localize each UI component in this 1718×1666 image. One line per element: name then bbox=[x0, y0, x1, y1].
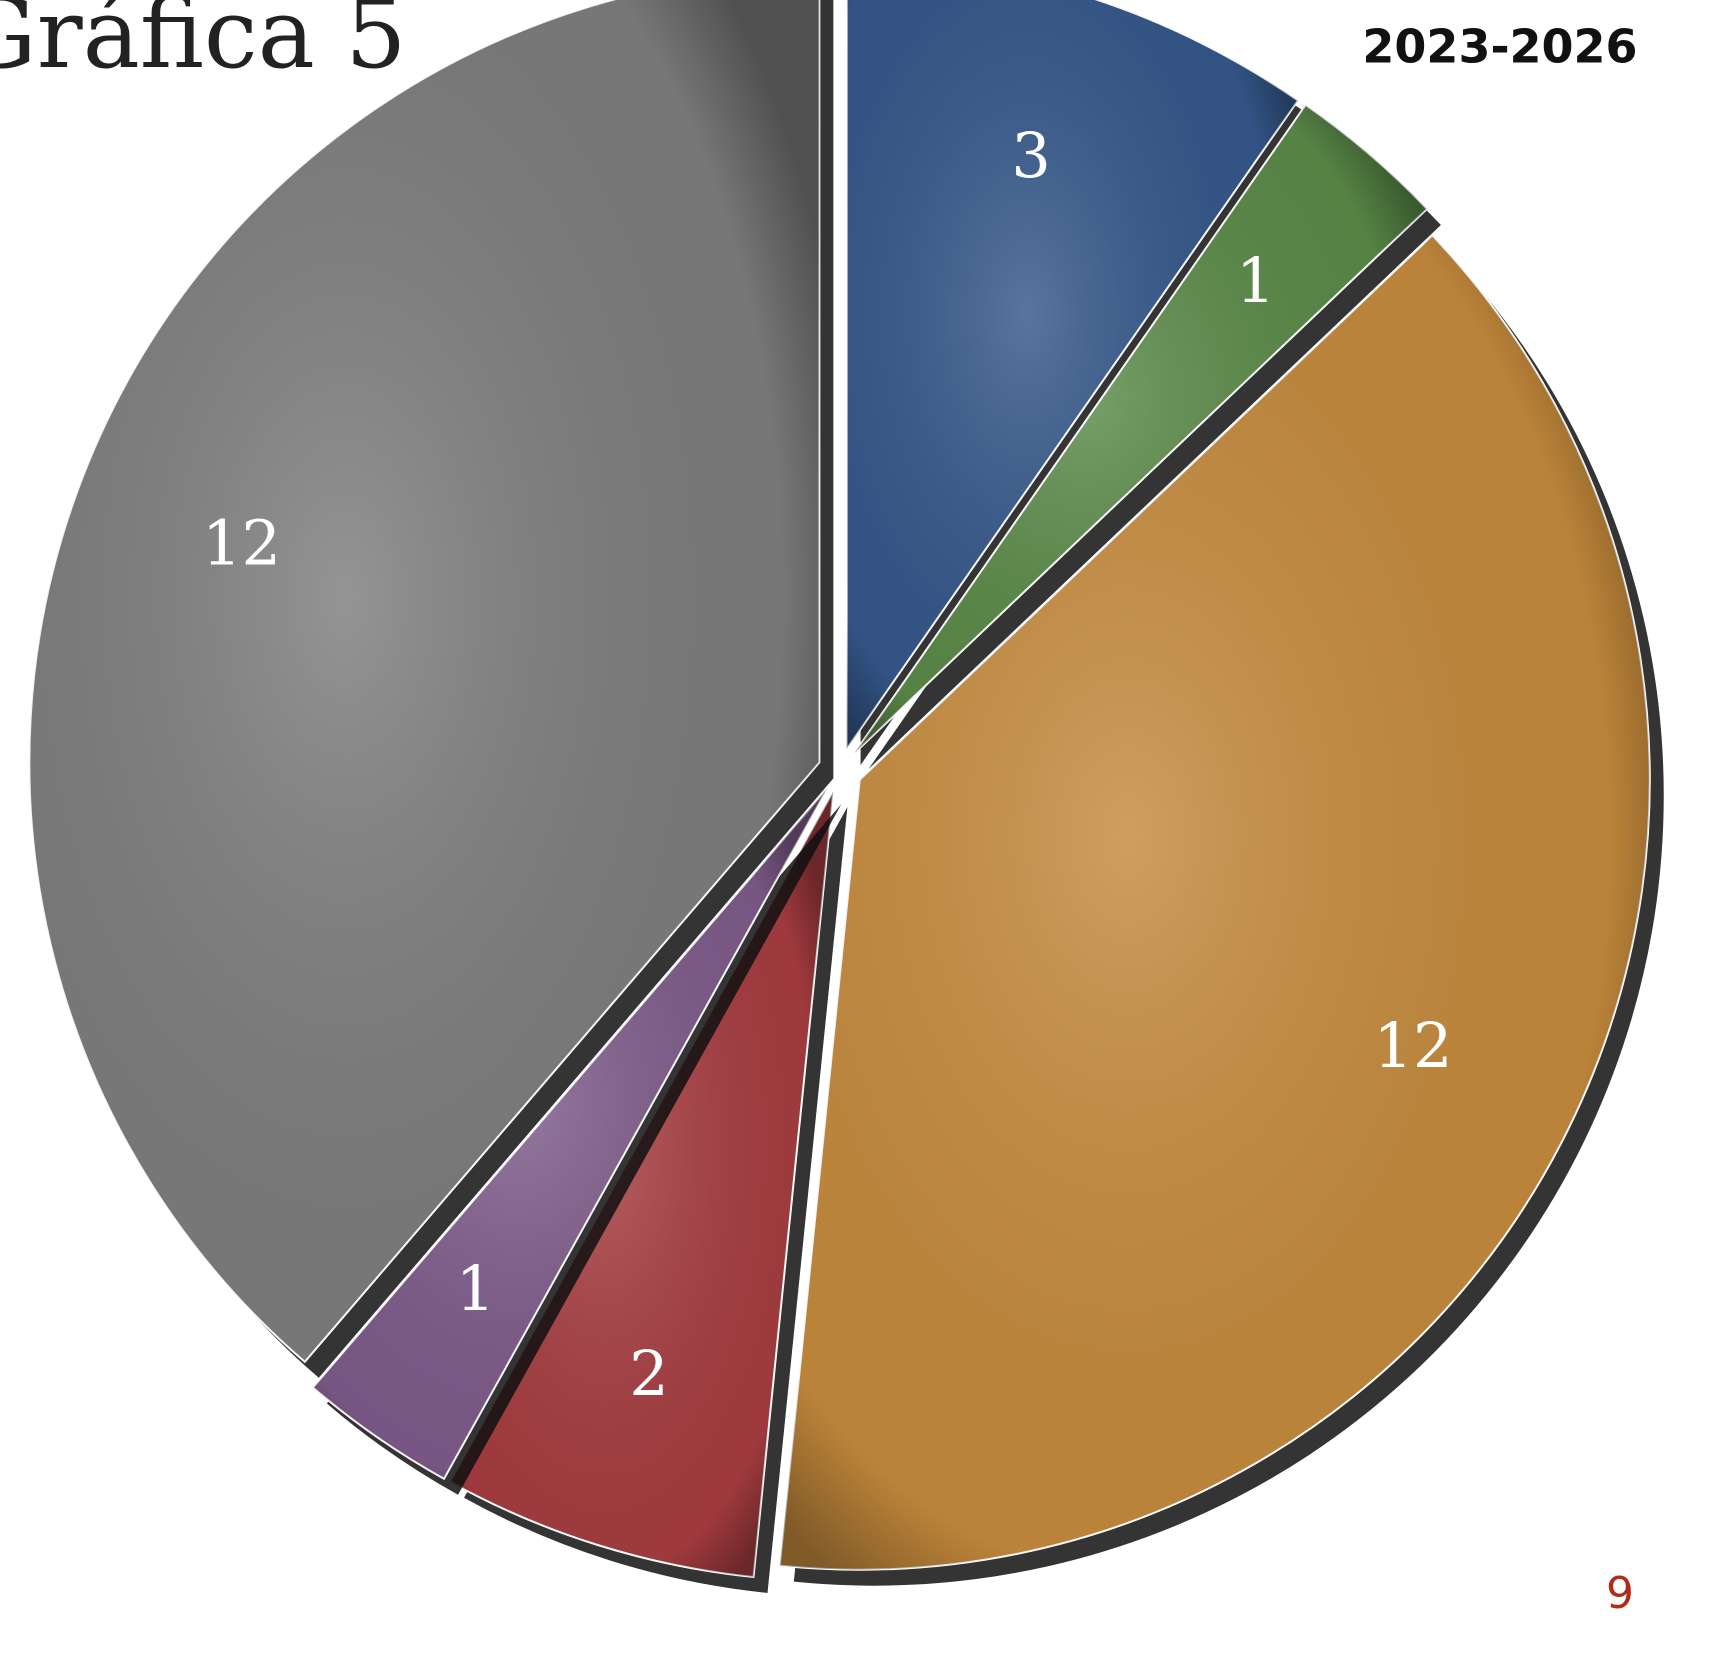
value-label: 12 bbox=[202, 506, 281, 579]
slice-shade bbox=[846, 0, 1298, 750]
value-label: 2 bbox=[629, 1337, 668, 1410]
value-label: 1 bbox=[456, 1252, 495, 1325]
value-label: 12 bbox=[1374, 1009, 1453, 1082]
slice-shade bbox=[29, 0, 820, 1362]
slice-shade bbox=[854, 104, 1427, 754]
chart-title: Gráfica 5 bbox=[0, 0, 406, 90]
value-label: 1 bbox=[1236, 244, 1275, 317]
slice-shade bbox=[312, 788, 828, 1479]
value-label: 3 bbox=[1011, 119, 1050, 192]
subtitle: 2023-2026 bbox=[1362, 20, 1637, 74]
page-number: 9 bbox=[1606, 1568, 1634, 1619]
slice-shade bbox=[779, 235, 1650, 1570]
